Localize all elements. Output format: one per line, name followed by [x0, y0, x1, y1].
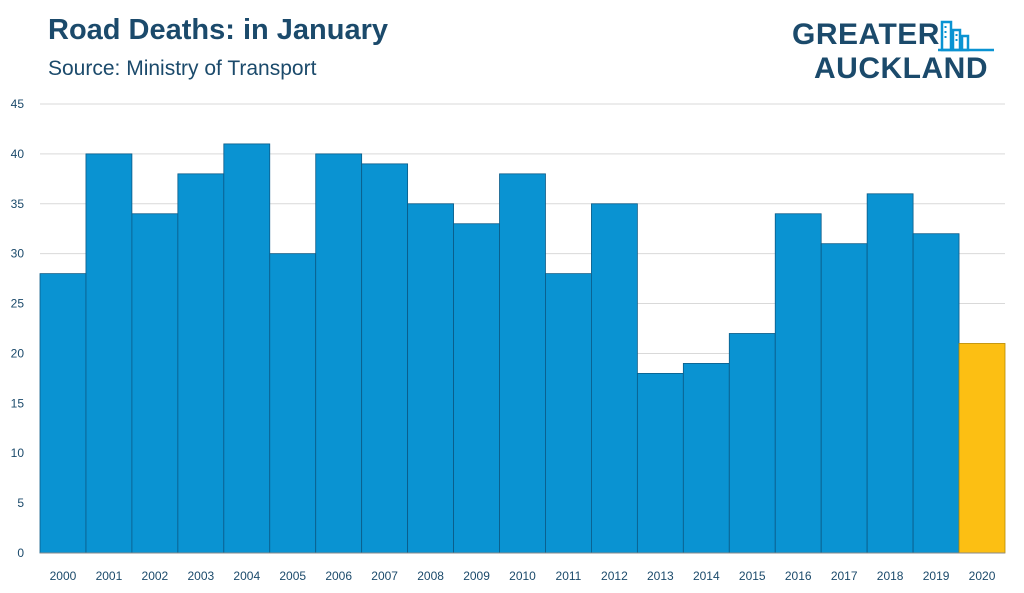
x-tick-label: 2003 [187, 569, 214, 583]
bar-2005 [269, 253, 317, 554]
logo-text-line2: AUCKLAND [814, 52, 988, 85]
bar-2006 [315, 153, 363, 554]
x-tick-label: 2012 [601, 569, 628, 583]
bar-2011 [545, 273, 592, 554]
bar-2009 [453, 223, 500, 554]
bar-2010 [499, 173, 546, 554]
x-tick-label: 2013 [647, 569, 674, 583]
x-tick-label: 2007 [371, 569, 398, 583]
x-tick-label: 2002 [142, 569, 169, 583]
x-tick-label: 2016 [785, 569, 812, 583]
x-tick-label: 2014 [693, 569, 720, 583]
x-tick-label: 2019 [923, 569, 950, 583]
bar-2007 [361, 163, 409, 554]
y-tick-label: 25 [11, 297, 25, 311]
bars [39, 143, 1006, 554]
y-tick-label: 40 [11, 147, 25, 161]
bar-2015 [728, 333, 776, 554]
x-tick-label: 2000 [50, 569, 77, 583]
bar-2012 [591, 203, 638, 554]
bar-2017 [820, 243, 868, 554]
bar-2008 [407, 203, 454, 554]
bar-2003 [177, 173, 225, 554]
y-tick-label: 45 [11, 97, 25, 111]
y-tick-label: 0 [17, 546, 24, 560]
x-tick-label: 2004 [233, 569, 260, 583]
bar-2001 [85, 153, 133, 554]
bar-2014 [682, 363, 730, 554]
logo-text-line1: GREATER [792, 18, 940, 51]
x-tick-label: 2005 [279, 569, 306, 583]
bar-2002 [131, 213, 179, 554]
y-axis-ticks: 0 5 10 15 20 25 30 35 40 45 [11, 97, 25, 560]
x-tick-label: 2009 [463, 569, 490, 583]
bar-2004 [223, 143, 271, 554]
x-tick-label: 2008 [417, 569, 444, 583]
x-tick-label: 2017 [831, 569, 858, 583]
bar-2016 [774, 213, 822, 554]
bar-2013 [636, 372, 684, 554]
y-tick-label: 30 [11, 247, 25, 261]
x-tick-label: 2018 [877, 569, 904, 583]
chart-title: Road Deaths: in January [48, 14, 389, 46]
bar-2019 [912, 233, 960, 554]
y-tick-label: 20 [11, 346, 25, 360]
greater-auckland-logo: GREATER AUCKLAND [790, 18, 1000, 85]
chart-subtitle: Source: Ministry of Transport [48, 57, 317, 80]
bar-2000 [39, 273, 87, 554]
x-tick-label: 2010 [509, 569, 536, 583]
y-tick-label: 10 [11, 446, 25, 460]
x-tick-label: 2020 [969, 569, 996, 583]
city-skyline-icon [938, 20, 994, 52]
x-tick-label: 2001 [96, 569, 123, 583]
x-tick-label: 2011 [556, 569, 582, 583]
y-tick-label: 15 [11, 396, 25, 410]
bar-2018 [866, 193, 914, 554]
x-axis-ticks: 2000 2001 2002 2003 2004 2005 2006 2007 2008 2009… [50, 569, 996, 583]
x-tick-label: 2015 [739, 569, 766, 583]
y-tick-label: 35 [11, 197, 25, 211]
y-tick-label: 5 [17, 496, 24, 510]
x-tick-label: 2006 [325, 569, 352, 583]
bar-highlight-2020 [958, 343, 1006, 554]
